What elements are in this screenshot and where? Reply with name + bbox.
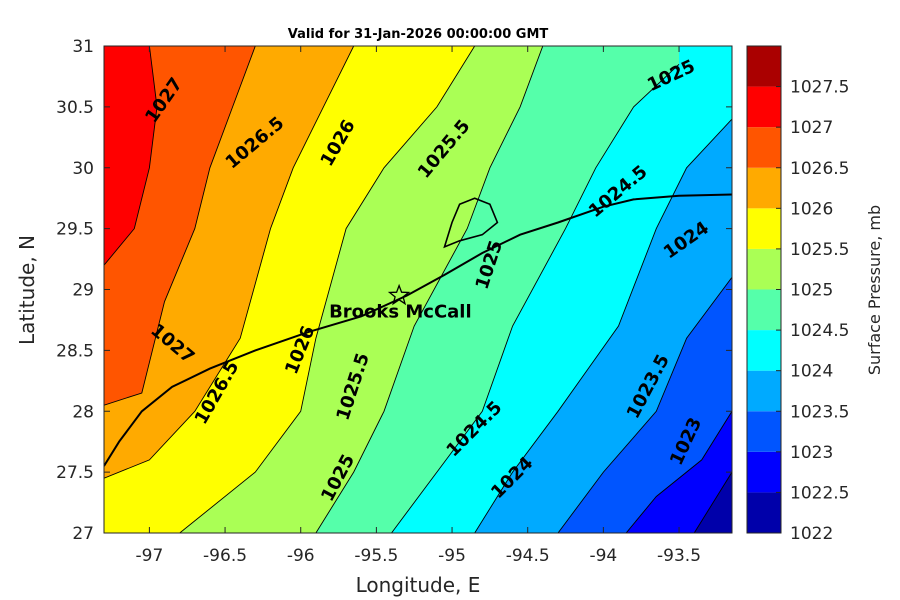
isobar-1026.5 [104,46,256,406]
x-tick-label: -95 [438,546,466,566]
colorbar-band [747,330,781,371]
y-tick-label: 30.5 [56,98,94,118]
x-axis-ticks: -97 -96.5 -96 -95.5 -95 -94.5 -94 -93.5 [136,46,701,566]
isobar-1027 [104,46,158,266]
y-tick-label: 27 [72,524,94,544]
plot-title: Valid for 31-Jan-2026 00:00:00 GMT [288,27,549,42]
colorbar-band [747,167,781,209]
colorbar-tick-label: 1024 [790,362,833,382]
y-tick-label: 31 [72,37,94,57]
x-tick-label: -96 [287,546,315,566]
colorbar-tick-label: 1027.5 [790,78,849,98]
x-tick-label: -93.5 [657,546,701,566]
colorbar-band [747,289,781,331]
colorbar-tick-label: 1027 [790,118,833,138]
colorbar-tick-label: 1023.5 [790,402,849,422]
isobar-1022.5 [693,471,732,533]
colorbar-tick-label: 1022 [790,524,833,544]
x-axis-label: Longitude, E [356,573,481,597]
y-tick-label: 27.5 [56,463,94,483]
star-icon [387,283,411,306]
y-axis-label: Latitude, N [15,235,39,345]
x-tick-label: -95.5 [354,546,398,566]
y-tick-label: 28.5 [56,341,94,361]
isobar-1026 [104,46,355,479]
colorbar-band [747,46,781,87]
pressure-fill-layer [104,46,732,533]
colorbar-band [747,127,781,168]
isobar-1023.5 [557,277,732,533]
colorbar-tick-label: 1025.5 [790,240,849,260]
y-axis-ticks: 27 27.5 28 28.5 29 29.5 30 30.5 31 [56,37,732,544]
isobar-1023 [625,411,732,533]
pressure-band-1027 [104,46,157,266]
x-tick-label: -94 [589,546,617,566]
colorbar-band [747,86,781,128]
colorbar-tick-label: 1026.5 [790,159,849,179]
x-tick-label: -96.5 [203,546,247,566]
colorbar-tick-label: 1024.5 [790,321,849,341]
coastline-line [104,193,732,467]
colorbar-band [747,248,781,290]
isobar-1025.5 [179,46,476,533]
y-tick-label: 29 [72,281,94,301]
isobar-1024.5 [391,63,680,533]
isobar-1024 [474,118,732,533]
colorbar-tick-label: 1025 [790,281,833,301]
colorbar-band [747,370,781,412]
coastline [104,193,732,467]
colorbar-label: Surface Pressure, mb [865,205,884,375]
colorbar-band [747,492,781,533]
x-tick-label: -97 [136,546,164,566]
colorbar-band [747,451,781,493]
y-tick-label: 30 [72,159,94,179]
colorbar-tick-label: 1023 [790,443,833,463]
colorbar-band [747,411,781,452]
colorbar: 1022 1022.5 1023 1023.5 1024 1024.5 1025 1025.5… [746,45,849,544]
site-marker-group: Brooks McCall [329,283,472,323]
colorbar-band [747,208,781,249]
bay-outline [443,197,499,249]
colorbar-tick-label: 1022.5 [790,483,849,503]
colorbar-tick-label: 1026 [790,199,833,219]
x-tick-label: -94.5 [506,546,550,566]
site-label: Brooks McCall [329,302,472,323]
y-tick-label: 29.5 [56,220,94,240]
y-tick-label: 28 [72,402,94,422]
